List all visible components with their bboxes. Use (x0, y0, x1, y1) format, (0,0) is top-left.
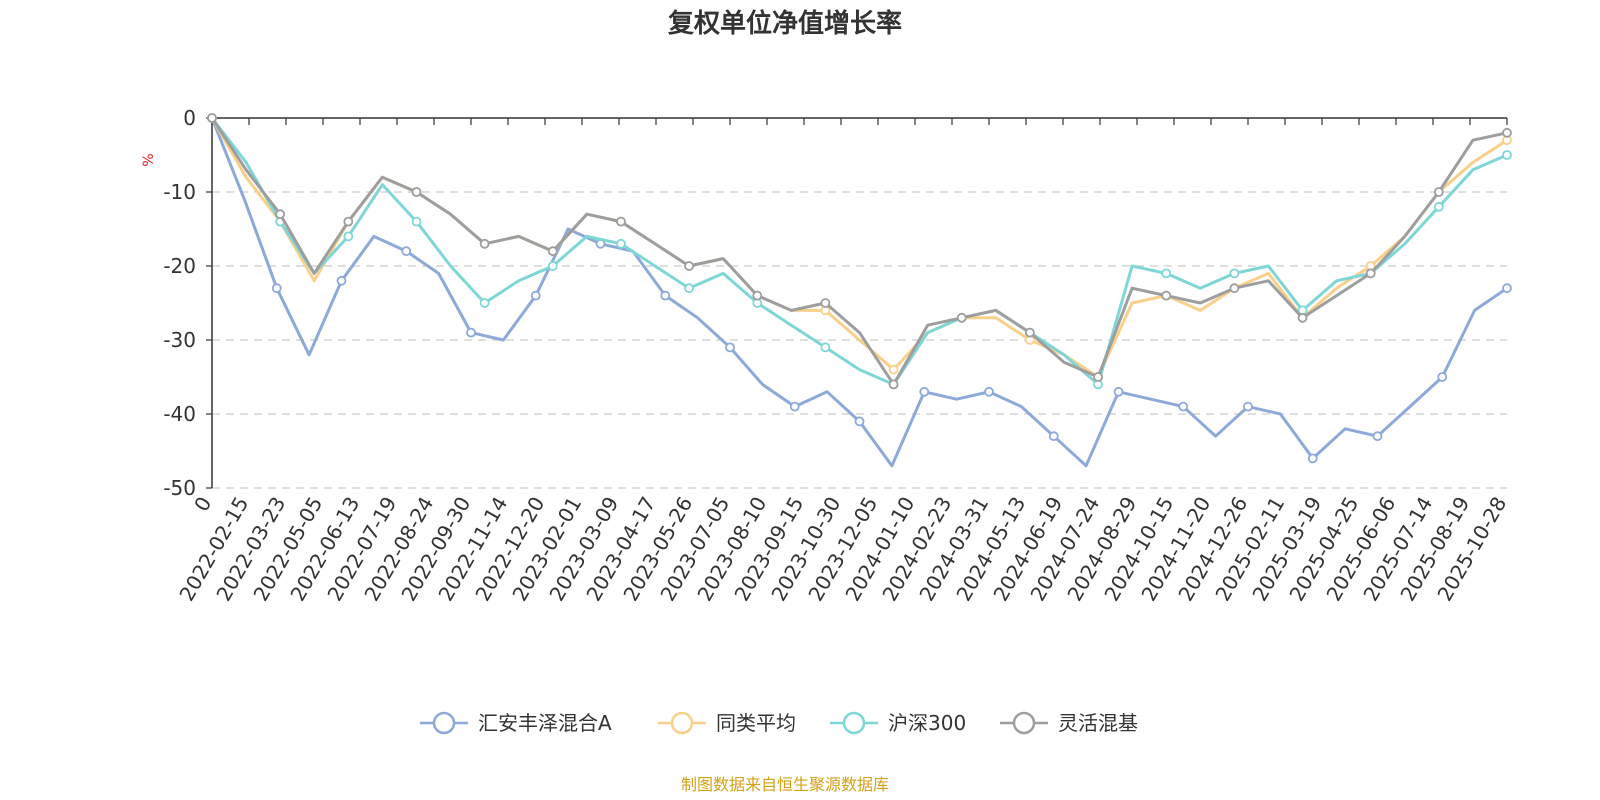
y-tick-label: -10 (163, 180, 196, 204)
series-0 (207, 113, 1512, 468)
series-3 (207, 113, 1512, 390)
legend-item-0[interactable]: 汇安丰泽混合A (420, 711, 612, 735)
legend-item-1[interactable]: 同类平均 (658, 711, 796, 735)
legend[interactable]: 汇安丰泽混合A 同类平均 沪深300 灵活混基 (420, 711, 1138, 735)
data-point (401, 246, 412, 257)
data-point (725, 342, 735, 353)
data-point (660, 290, 671, 301)
y-tick-label: -40 (163, 402, 196, 426)
series-lines (207, 113, 1512, 468)
legend-item-2[interactable]: 沪深300 (830, 711, 966, 735)
data-point (684, 261, 695, 271)
data-point (1048, 431, 1059, 442)
data-point (547, 261, 558, 271)
data-point (411, 187, 422, 197)
legend-marker (842, 711, 866, 735)
data-point (888, 364, 899, 375)
data-point (1437, 372, 1448, 382)
data-point (984, 386, 994, 397)
data-point (1502, 283, 1512, 294)
y-axis-unit: % (141, 153, 157, 166)
data-point (1229, 283, 1240, 294)
data-point (479, 238, 490, 249)
data-point (1502, 150, 1512, 160)
data-point (411, 216, 422, 227)
data-point (1297, 312, 1308, 323)
data-point (275, 209, 286, 220)
data-point (684, 283, 695, 294)
data-point (1024, 327, 1035, 338)
data-point (888, 379, 899, 390)
data-point (530, 290, 541, 301)
data-source: 制图数据来自恒生聚源数据库 (681, 775, 889, 794)
data-point (479, 298, 490, 308)
data-point (1113, 386, 1124, 397)
legend-marker (432, 711, 456, 735)
legend-label: 汇安丰泽混合A (478, 711, 612, 735)
data-point (343, 231, 354, 242)
data-point (1502, 127, 1512, 138)
data-point (956, 312, 967, 323)
legend-label: 沪深300 (888, 711, 966, 735)
data-point (1161, 268, 1172, 279)
data-point (616, 216, 626, 227)
data-point (919, 386, 930, 397)
data-point (789, 401, 800, 412)
data-point (1433, 187, 1444, 197)
y-tick-label: -20 (163, 254, 196, 278)
data-point (1365, 268, 1376, 279)
series-line (210, 117, 1508, 386)
y-tick-label: 0 (183, 106, 196, 130)
series-line (210, 117, 1508, 386)
data-point (207, 113, 217, 123)
chart-title: 复权单位净值增长率 (668, 8, 902, 39)
data-point (752, 290, 763, 301)
data-point (820, 342, 831, 353)
x-tick-label: 0 (189, 493, 216, 516)
data-point (1243, 401, 1253, 412)
data-point (854, 416, 865, 427)
data-point (1433, 201, 1444, 212)
y-tick-label: -50 (163, 476, 196, 500)
data-point (336, 275, 347, 286)
legend-label: 灵活混基 (1058, 711, 1138, 735)
legend-marker (670, 711, 694, 735)
data-point (616, 238, 626, 249)
legend-marker (1012, 711, 1036, 735)
data-point (1161, 290, 1172, 301)
data-point (820, 298, 831, 308)
y-tick-label: -30 (163, 328, 196, 352)
data-point (1372, 431, 1383, 442)
data-point (1093, 372, 1103, 382)
data-point (271, 283, 282, 294)
data-point (1229, 268, 1240, 279)
data-point (1178, 401, 1189, 412)
legend-label: 同类平均 (716, 711, 796, 735)
legend-item-3[interactable]: 灵活混基 (1000, 711, 1138, 735)
data-point (547, 246, 558, 257)
data-point (343, 216, 354, 227)
data-point (1307, 453, 1318, 464)
data-point (466, 327, 476, 338)
